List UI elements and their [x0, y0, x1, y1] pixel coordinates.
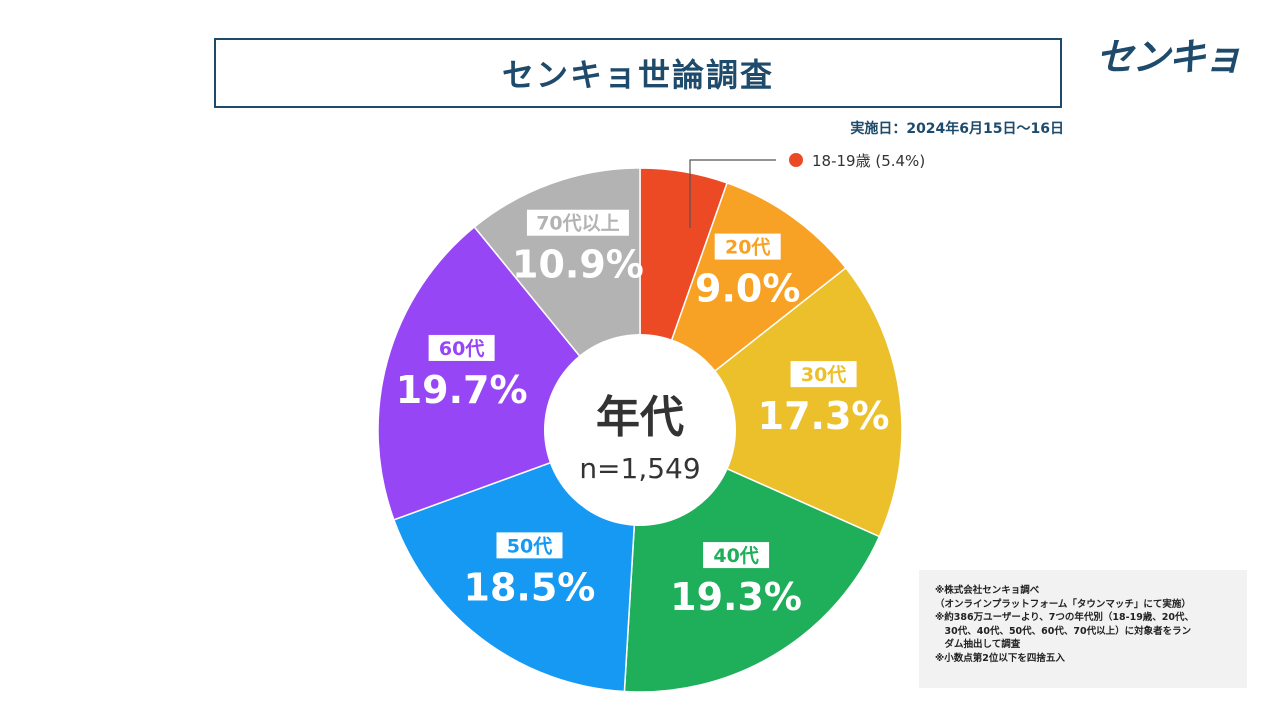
- survey-notes: ※株式会社センキョ調べ （オンラインプラットフォーム「タウンマッチ」にて実施） …: [919, 570, 1247, 688]
- slice-value-label: 19.7%: [396, 368, 528, 412]
- callout-label: 18-19歳 (5.4%): [812, 152, 925, 170]
- note-line: 30代、40代、50代、60代、70代以上）に対象者をラン: [935, 625, 1192, 637]
- slice-category-label: 70代以上: [536, 213, 619, 235]
- survey-date: 実施日：2024年6月15日〜16日: [850, 121, 1064, 137]
- slice-label-box: [526, 209, 629, 236]
- center-sample-size: n=1,549: [579, 452, 700, 485]
- note-line: ※株式会社センキョ調べ: [935, 585, 1040, 596]
- slice-value-label: 9.0%: [695, 267, 800, 311]
- slice-value-label: 19.3%: [670, 575, 802, 619]
- callout-legend: 18-19歳 (5.4%): [689, 152, 925, 228]
- pie-slice: [638, 266, 903, 538]
- slice-category-label: 20代: [725, 237, 770, 259]
- note-line: ダム抽出して調査: [935, 639, 1021, 650]
- slice-value-label: 10.9%: [512, 243, 644, 287]
- page-title: センキョ世論調査: [214, 38, 1062, 108]
- brand-logo: センキョ: [1096, 35, 1242, 79]
- slice-category-label: 50代: [507, 535, 552, 557]
- center-label: 年代: [596, 392, 684, 443]
- slice-label-box: [714, 233, 781, 260]
- slice-label-box: [496, 532, 563, 559]
- note-line: ※約386万ユーザーより、7つの年代別（18-19歳、20代、: [935, 612, 1195, 623]
- slice-category-label: 60代: [439, 338, 484, 360]
- slice-category-label: 40代: [713, 545, 758, 567]
- slice-label-box: [703, 542, 770, 569]
- note-line: ※小数点第2位以下を四捨五入: [935, 652, 1065, 664]
- note-line: （オンラインプラットフォーム「タウンマッチ」にて実施）: [935, 598, 1191, 610]
- callout-dot: [789, 153, 803, 167]
- slice-label-box: [428, 334, 495, 361]
- callout-line: [689, 159, 776, 228]
- chart-labels: 20代 9.0% 30代 17.3% 40代 19.3% 50代 18.5% 60代 19.7% 7…: [396, 209, 890, 619]
- slice-value-label: 18.5%: [464, 565, 596, 609]
- slice-value-label: 17.3%: [758, 394, 890, 438]
- slice-category-label: 30代: [801, 364, 846, 386]
- donut-hole: [544, 334, 736, 526]
- slice-label-box: [790, 361, 857, 388]
